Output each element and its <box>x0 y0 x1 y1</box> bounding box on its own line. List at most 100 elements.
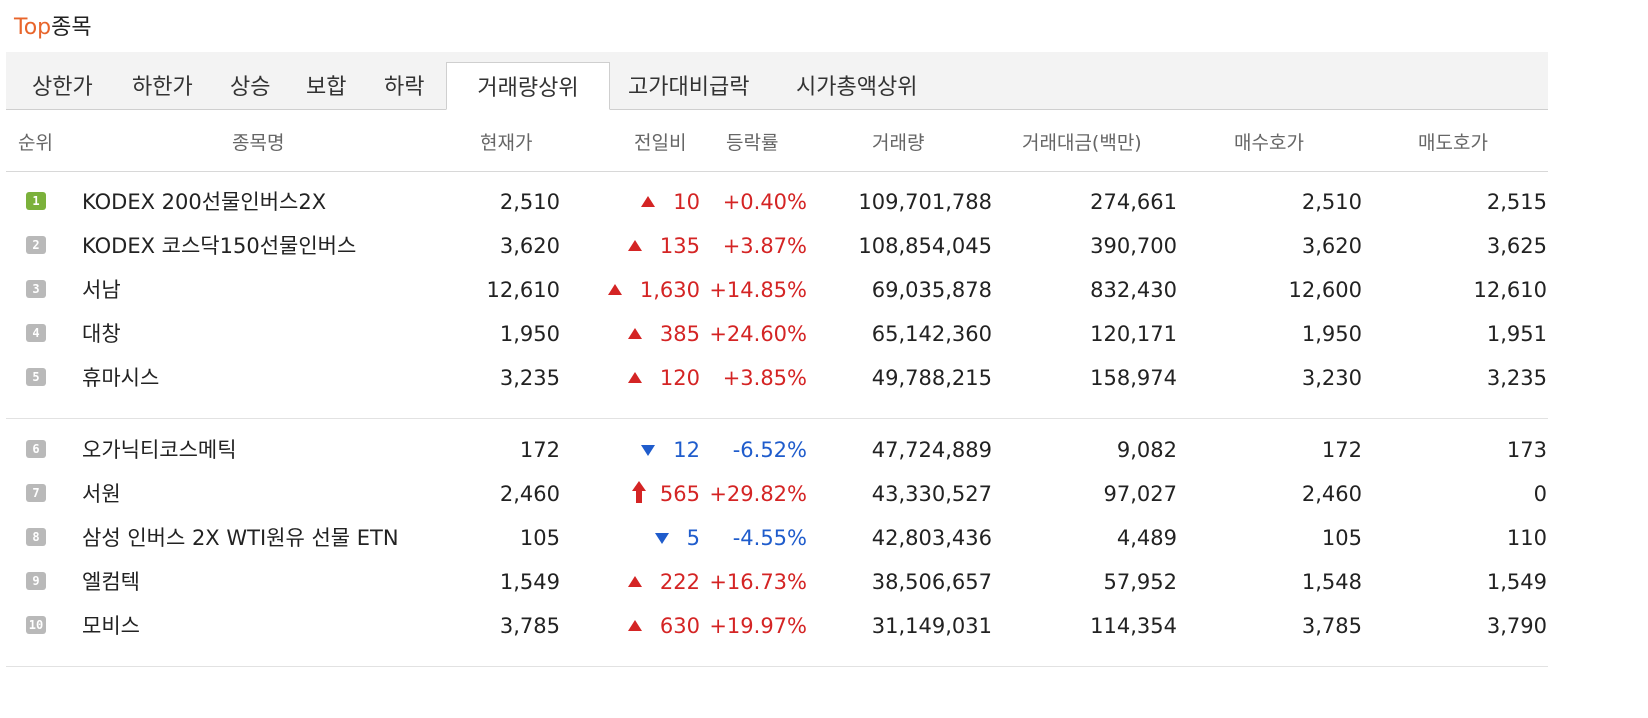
col-price-header: 현재가 <box>480 132 533 154</box>
change-rate: +3.87% <box>722 234 807 258</box>
stock-name-link[interactable]: 휴마시스 <box>82 366 160 390</box>
change-rate: +3.85% <box>722 366 807 390</box>
bid-price: 3,230 <box>1301 366 1362 390</box>
tab-4[interactable]: 하락 <box>384 75 425 100</box>
tab-2[interactable]: 상승 <box>230 75 271 100</box>
table-row: 7 서원 2,460 565 +29.82% 43,330,527 97,027 2,460 0 <box>0 472 1648 516</box>
volume: 38,506,657 <box>871 570 992 594</box>
current-price: 12,610 <box>486 278 560 302</box>
change-value: 385 <box>659 322 700 346</box>
trade-amount: 114,354 <box>1090 614 1177 638</box>
ask-price: 0 <box>1533 482 1547 506</box>
down-triangle-icon <box>654 532 669 544</box>
stock-name-link[interactable]: KODEX 200선물인버스2X <box>82 190 327 214</box>
volume: 42,803,436 <box>871 526 992 550</box>
change-cell: 135 <box>560 224 700 268</box>
tab-5[interactable]: 거래량상위 <box>446 62 610 110</box>
col-name-header: 종목명 <box>232 132 285 154</box>
ask-price: 3,790 <box>1486 614 1547 638</box>
stock-name-link[interactable]: 대창 <box>82 322 121 346</box>
ask-price: 1,549 <box>1486 570 1547 594</box>
volume: 47,724,889 <box>871 438 992 462</box>
volume: 109,701,788 <box>858 190 992 214</box>
bid-price: 1,548 <box>1301 570 1362 594</box>
down-triangle-icon <box>641 444 656 456</box>
col-ask-header: 매도호가 <box>1418 132 1488 154</box>
stock-name-link[interactable]: KODEX 코스닥150선물인버스 <box>82 234 357 258</box>
change-value: 1,630 <box>639 278 700 302</box>
tab-3[interactable]: 보합 <box>306 75 347 100</box>
up-triangle-icon <box>627 371 642 383</box>
col-change-header: 전일비 <box>634 132 687 154</box>
change-value: 565 <box>659 482 700 506</box>
current-price: 172 <box>519 438 560 462</box>
rank-badge: 4 <box>26 324 46 342</box>
ask-price: 173 <box>1506 438 1547 462</box>
stock-name-link[interactable]: 서남 <box>82 278 121 302</box>
change-rate: +14.85% <box>709 278 807 302</box>
up-triangle-icon <box>627 239 642 251</box>
trade-amount: 57,952 <box>1103 570 1177 594</box>
ask-price: 12,610 <box>1473 278 1547 302</box>
stock-name-link[interactable]: 서원 <box>82 482 121 506</box>
trade-amount: 4,489 <box>1116 526 1177 550</box>
change-rate: +0.40% <box>722 190 807 214</box>
trade-amount: 158,974 <box>1090 366 1177 390</box>
up-triangle-icon <box>641 195 656 207</box>
widget-title: Top종목 <box>14 14 92 42</box>
tab-0[interactable]: 상한가 <box>32 75 93 100</box>
trade-amount: 97,027 <box>1103 482 1177 506</box>
limit-up-arrow-icon <box>631 481 646 503</box>
rank-badge: 3 <box>26 280 46 298</box>
rank-badge: 1 <box>26 192 46 210</box>
ask-price: 2,515 <box>1486 190 1547 214</box>
tab-7[interactable]: 시가총액상위 <box>796 75 918 100</box>
stock-name-link[interactable]: 삼성 인버스 2X WTI원유 선물 ETN <box>82 526 399 550</box>
change-value: 12 <box>673 438 700 462</box>
bid-price: 1,950 <box>1301 322 1362 346</box>
change-cell: 10 <box>560 180 700 224</box>
change-rate: -4.55% <box>732 526 807 550</box>
stock-name-link[interactable]: 오가닉티코스메틱 <box>82 438 237 462</box>
table-row: 1 KODEX 200선물인버스2X 2,510 10 +0.40% 109,701,78… <box>0 180 1648 224</box>
up-triangle-icon <box>607 283 622 295</box>
group-divider <box>6 418 1548 419</box>
rank-badge: 2 <box>26 236 46 254</box>
current-price: 1,950 <box>499 322 560 346</box>
volume: 31,149,031 <box>871 614 992 638</box>
stock-name-link[interactable]: 엘컴텍 <box>82 570 140 594</box>
change-cell: 120 <box>560 356 700 400</box>
rank-badge: 9 <box>26 572 46 590</box>
table-row: 5 휴마시스 3,235 120 +3.85% 49,788,215 158,974 3,23… <box>0 356 1648 400</box>
trade-amount: 832,430 <box>1090 278 1177 302</box>
bid-price: 3,620 <box>1301 234 1362 258</box>
stock-name-link[interactable]: 모비스 <box>82 614 140 638</box>
ask-price: 3,235 <box>1486 366 1547 390</box>
change-cell: 222 <box>560 560 700 604</box>
current-price: 1,549 <box>499 570 560 594</box>
table-row: 8 삼성 인버스 2X WTI원유 선물 ETN 105 5 -4.55% 42,803,… <box>0 516 1648 560</box>
bid-price: 2,510 <box>1301 190 1362 214</box>
rank-badge: 10 <box>26 616 46 634</box>
col-bid-header: 매수호가 <box>1234 132 1304 154</box>
tab-6[interactable]: 고가대비급락 <box>628 75 750 100</box>
change-cell: 630 <box>560 604 700 648</box>
rank-badge: 6 <box>26 440 46 458</box>
tab-1[interactable]: 하한가 <box>132 75 193 100</box>
change-value: 10 <box>673 190 700 214</box>
table-row: 10 모비스 3,785 630 +19.97% 31,149,031 114,354 3,7… <box>0 604 1648 648</box>
ask-price: 1,951 <box>1486 322 1547 346</box>
change-cell: 12 <box>560 428 700 472</box>
ask-price: 3,625 <box>1486 234 1547 258</box>
change-rate: -6.52% <box>732 438 807 462</box>
col-volume-header: 거래량 <box>872 132 925 154</box>
change-value: 222 <box>659 570 700 594</box>
change-rate: +29.82% <box>709 482 807 506</box>
table-row: 4 대창 1,950 385 +24.60% 65,142,360 120,171 1,950… <box>0 312 1648 356</box>
ask-price: 110 <box>1506 526 1547 550</box>
bid-price: 2,460 <box>1301 482 1362 506</box>
current-price: 3,620 <box>499 234 560 258</box>
bid-price: 105 <box>1321 526 1362 550</box>
change-value: 5 <box>686 526 700 550</box>
change-cell: 565 <box>560 472 700 516</box>
